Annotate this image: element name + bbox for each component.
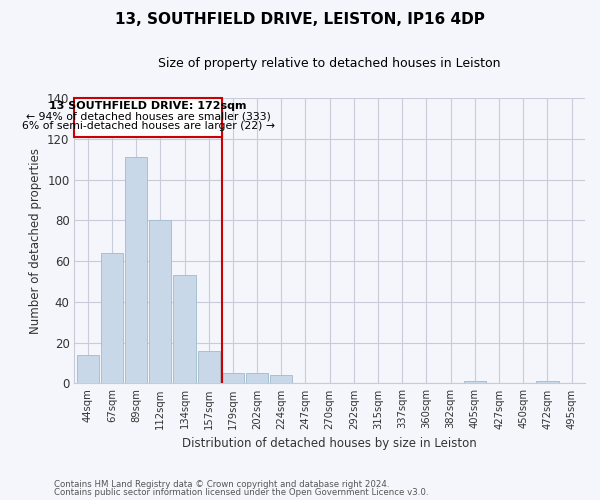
Bar	[74, 98, 222, 137]
Text: Contains HM Land Registry data © Crown copyright and database right 2024.: Contains HM Land Registry data © Crown c…	[54, 480, 389, 489]
Bar	[77, 355, 99, 384]
Title: Size of property relative to detached houses in Leiston: Size of property relative to detached ho…	[158, 58, 501, 70]
Text: 13 SOUTHFIELD DRIVE: 172sqm: 13 SOUTHFIELD DRIVE: 172sqm	[49, 101, 247, 111]
Bar	[464, 382, 486, 384]
Text: 13, SOUTHFIELD DRIVE, LEISTON, IP16 4DP: 13, SOUTHFIELD DRIVE, LEISTON, IP16 4DP	[115, 12, 485, 28]
Bar	[197, 351, 220, 384]
Y-axis label: Number of detached properties: Number of detached properties	[29, 148, 41, 334]
Bar	[149, 220, 172, 384]
Text: Contains public sector information licensed under the Open Government Licence v3: Contains public sector information licen…	[54, 488, 428, 497]
X-axis label: Distribution of detached houses by size in Leiston: Distribution of detached houses by size …	[182, 437, 477, 450]
Text: ← 94% of detached houses are smaller (333): ← 94% of detached houses are smaller (33…	[26, 112, 271, 122]
Bar	[125, 157, 147, 384]
Bar	[173, 276, 196, 384]
Bar	[270, 376, 292, 384]
Bar	[246, 373, 268, 384]
Bar	[222, 373, 244, 384]
Bar	[536, 382, 559, 384]
Text: 6% of semi-detached houses are larger (22) →: 6% of semi-detached houses are larger (2…	[22, 122, 275, 132]
Bar	[101, 253, 123, 384]
